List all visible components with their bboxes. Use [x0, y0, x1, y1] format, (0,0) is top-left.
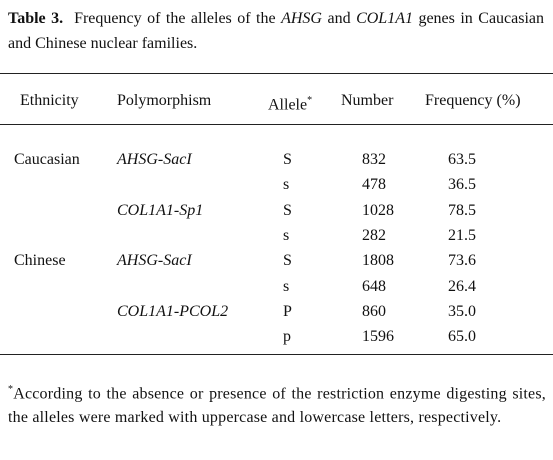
frequency-cell: 65.0 — [448, 328, 476, 346]
allele-cell: P — [283, 302, 292, 320]
frequency-cell: 26.4 — [448, 277, 476, 295]
number-cell: 1808 — [362, 252, 394, 270]
allele-cell: s — [283, 226, 290, 244]
caption-label: Table 3. — [8, 10, 64, 27]
footnote-marker: * — [8, 384, 14, 395]
allele-cell: p — [283, 328, 291, 346]
polymorphism-cell: COL1A1-Sp1 — [117, 201, 204, 219]
caption-text: genes in Caucasian and Chinese nuclear f… — [8, 10, 545, 52]
caption-text: and — [327, 10, 351, 27]
number-cell: 832 — [362, 151, 386, 168]
column-header: Number — [341, 92, 394, 109]
polymorphism-cell: AHSG-SacI — [117, 151, 192, 168]
frequency-cell: 36.5 — [448, 176, 476, 194]
allele-cell: s — [283, 176, 290, 194]
column-header: Allele* — [268, 95, 313, 114]
gene-name: COL1A1 — [356, 10, 413, 27]
number-cell: 648 — [362, 277, 386, 295]
column-header: Frequency (%) — [425, 92, 521, 109]
allele-cell: s — [283, 277, 290, 295]
allele-cell: S — [283, 201, 292, 219]
number-cell: 478 — [362, 176, 386, 194]
frequency-cell: 21.5 — [448, 226, 476, 244]
ethnicity-cell: Caucasian — [14, 151, 80, 168]
rule — [0, 124, 553, 125]
footnote-marker: * — [307, 95, 313, 106]
frequency-cell: 63.5 — [448, 151, 476, 168]
column-header: Ethnicity — [20, 92, 79, 109]
polymorphism-cell: AHSG-SacI — [117, 252, 192, 270]
rule — [0, 354, 553, 355]
gene-name: AHSG — [281, 10, 322, 27]
footnote-text: According to the absence or presence of … — [8, 385, 546, 427]
number-cell: 860 — [362, 302, 386, 320]
caption: Table 3. Frequency of the alleles of the… — [8, 6, 544, 56]
allele-cell: S — [283, 252, 292, 270]
number-cell: 1596 — [362, 328, 394, 346]
number-cell: 1028 — [362, 201, 394, 219]
frequency-cell: 73.6 — [448, 252, 476, 270]
frequency-cell: 35.0 — [448, 302, 476, 320]
column-header: Polymorphism — [117, 92, 212, 109]
ethnicity-cell: Chinese — [14, 252, 66, 270]
polymorphism-cell: COL1A1-PCOL2 — [117, 302, 229, 320]
caption-text: Frequency of the alleles of the — [74, 10, 276, 27]
allele-cell: S — [283, 151, 292, 168]
footnote: *According to the absence or presence of… — [8, 378, 546, 430]
rule — [0, 73, 553, 74]
number-cell: 282 — [362, 226, 386, 244]
frequency-cell: 78.5 — [448, 201, 476, 219]
